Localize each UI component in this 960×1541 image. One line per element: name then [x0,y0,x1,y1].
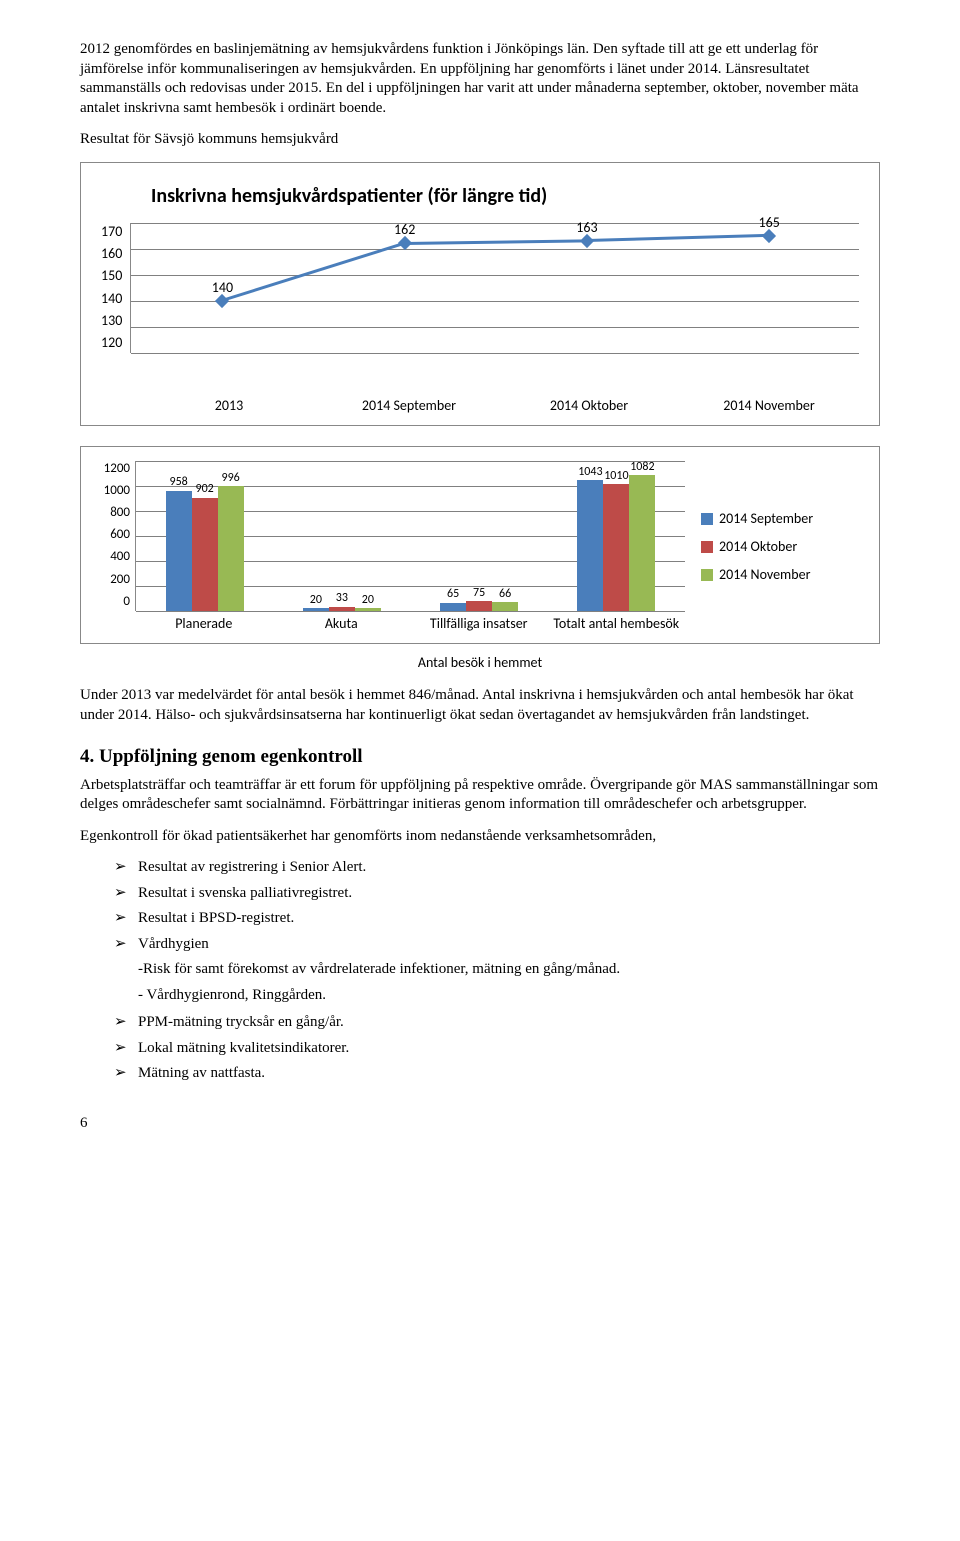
line-chart-container: Inskrivna hemsjukvårdspatienter (för län… [80,162,880,426]
line-point-label: 140 [212,279,233,297]
bar: 996 [218,486,244,611]
legend-item: 2014 September [701,510,865,528]
bar-group: 203320 [273,607,410,611]
list-item: Resultat i BPSD-registret. [114,909,880,929]
intro-para-2: Resultat för Sävsjö kommuns hemsjukvård [80,130,880,150]
bar-value-label: 902 [196,482,214,498]
bar-value-label: 958 [170,475,188,491]
bar-group: 958902996 [136,486,273,611]
legend-item: 2014 November [701,566,865,584]
bar: 20 [303,608,329,611]
bar-value-label: 65 [447,587,459,603]
bar-chart-caption: Antal besök i hemmet [80,654,880,672]
section-4-para-2: Egenkontroll för ökad patientsäkerhet ha… [80,827,880,847]
section-4-sub1: -Risk för samt förekomst av vårdrelatera… [138,960,880,980]
line-point-label: 165 [759,214,780,232]
bar-group: 657566 [411,601,548,610]
line-chart-plot: 140162163165 [130,223,859,353]
bar: 1010 [603,484,629,610]
bar: 1082 [629,475,655,610]
bar-value-label: 20 [310,593,322,609]
line-chart-xaxis: 20132014 September2014 Oktober2014 Novem… [139,397,859,415]
bar-value-label: 20 [362,593,374,609]
legend-swatch [701,541,713,553]
bar: 20 [355,608,381,611]
section-4-list: Resultat av registrering i Senior Alert.… [114,858,880,954]
legend-label: 2014 Oktober [719,538,797,556]
legend-swatch [701,513,713,525]
bar-chart-yaxis: 120010008006004002000 [92,461,130,611]
bar-value-label: 66 [499,587,511,603]
list-item: Mätning av nattfasta. [114,1064,880,1084]
bar-group: 104310101082 [548,475,685,610]
section-4-sub2: - Vårdhygienrond, Ringgården. [138,986,880,1006]
bar: 33 [329,607,355,611]
after-charts-para: Under 2013 var medelvärdet för antal bes… [80,686,880,725]
bar: 65 [440,603,466,611]
section-4-list-2: PPM-mätning trycksår en gång/år. Lokal mä… [114,1013,880,1084]
bar-value-label: 996 [222,471,240,487]
line-point-label: 163 [576,219,597,237]
section-4-heading: 4. Uppföljning genom egenkontroll [80,745,880,770]
bar: 902 [192,498,218,611]
line-chart-title: Inskrivna hemsjukvårdspatienter (för län… [151,183,859,209]
bar-value-label: 1043 [578,465,602,481]
list-item: Vårdhygien [114,935,880,955]
list-item: PPM-mätning trycksår en gång/år. [114,1013,880,1033]
page-number: 6 [80,1114,880,1134]
legend-swatch [701,569,713,581]
bar: 75 [466,601,492,610]
bar-value-label: 1082 [630,460,654,476]
legend-label: 2014 September [719,510,813,528]
bar-value-label: 33 [336,591,348,607]
list-item: Resultat i svenska palliativregistret. [114,884,880,904]
bar: 66 [492,602,518,610]
bar-chart-plot: 120010008006004002000 958902996203320657… [135,461,685,611]
bar-chart-legend: 2014 September 2014 Oktober 2014 November [685,461,865,633]
bar-value-label: 1010 [604,469,628,485]
bar-chart-xaxis: PlaneradeAkutaTillfälliga insatserTotalt… [135,615,685,633]
bar-value-label: 75 [473,586,485,602]
line-chart: 170160150140130120 140162163165 [101,223,859,393]
line-point-label: 162 [394,221,415,239]
intro-para-1: 2012 genomfördes en baslinjemätning av h… [80,40,880,118]
section-4-para-1: Arbetsplatsträffar och teamträffar är et… [80,776,880,815]
bar: 1043 [577,480,603,610]
legend-item: 2014 Oktober [701,538,865,556]
bar: 958 [166,491,192,611]
list-item: Lokal mätning kvalitetsindikatorer. [114,1039,880,1059]
line-chart-yaxis: 170160150140130120 [101,223,130,353]
list-item: Resultat av registrering i Senior Alert. [114,858,880,878]
bar-chart-container: 120010008006004002000 958902996203320657… [80,446,880,644]
legend-label: 2014 November [719,566,810,584]
